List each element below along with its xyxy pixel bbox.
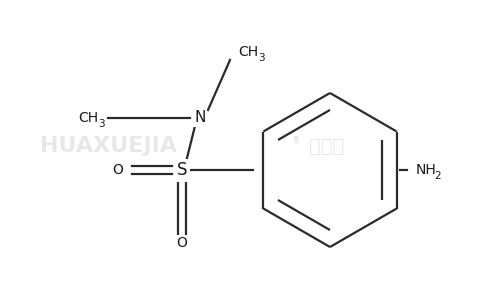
Text: 2: 2 <box>435 171 441 181</box>
Text: 3: 3 <box>257 53 264 63</box>
Text: ®: ® <box>292 136 300 145</box>
Text: 化学加: 化学加 <box>309 137 344 156</box>
Text: O: O <box>113 163 124 177</box>
Text: S: S <box>177 161 187 179</box>
Text: 3: 3 <box>98 119 104 129</box>
Text: NH: NH <box>416 163 437 177</box>
Text: N: N <box>194 110 206 125</box>
Text: HUAXUEJIA: HUAXUEJIA <box>40 137 177 156</box>
Text: O: O <box>177 236 187 250</box>
Text: CH: CH <box>78 111 98 125</box>
Text: CH: CH <box>238 45 258 59</box>
